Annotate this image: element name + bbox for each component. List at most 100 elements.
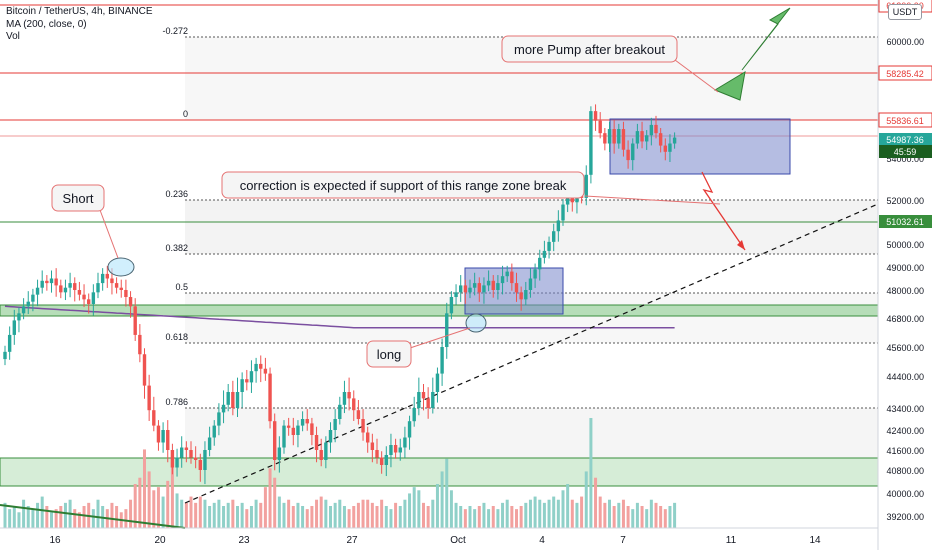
candle-body (482, 285, 486, 293)
volume-bar (389, 509, 393, 528)
candle-body (170, 450, 175, 468)
volume-bar (580, 496, 584, 528)
candle-body (598, 120, 602, 134)
volume-bar (143, 449, 146, 528)
volume-bar (612, 506, 616, 528)
volume-bar (570, 499, 574, 528)
candle-body (161, 430, 165, 443)
short-annotation-box (51, 184, 105, 212)
candle-body (35, 287, 40, 295)
price-tag (878, 112, 932, 128)
volume-bar (468, 506, 472, 528)
volume-bar (31, 509, 35, 528)
candle-body (245, 379, 249, 383)
volume-bar (617, 502, 621, 528)
volume-bar (263, 487, 267, 528)
candle-body (175, 457, 179, 468)
volume-bar (226, 502, 230, 528)
candle-body (510, 271, 514, 284)
volume-bar (510, 506, 514, 528)
candle-body (100, 273, 105, 284)
candle-body (412, 408, 416, 422)
candle-body (217, 412, 221, 426)
candle-body (21, 306, 26, 314)
volume-bar (156, 487, 160, 528)
volume-bar (519, 506, 523, 528)
ma-indicator-label[interactable]: MA (200, close, 0) (6, 19, 87, 30)
candle-body (114, 283, 119, 288)
candle-body (166, 430, 170, 450)
fib-level-label: 0.382 (165, 243, 188, 253)
volume-bar (384, 506, 388, 528)
candle-body (273, 421, 277, 460)
volume-bar (240, 502, 244, 528)
volume-bar (445, 458, 449, 528)
volume-bar (454, 502, 458, 528)
pump-callout-pointer (674, 59, 719, 93)
candle-body (68, 283, 72, 288)
price-tick-label: 45600.00 (886, 343, 924, 353)
candle-body (421, 392, 426, 399)
candle-body (556, 220, 561, 232)
volume-bar (63, 502, 67, 528)
long-annotation: long (377, 347, 402, 362)
candle-body (156, 425, 161, 443)
volume-bar (524, 502, 528, 528)
time-tick-label: 11 (726, 535, 737, 546)
price-tick-label: 48000.00 (886, 286, 924, 296)
fib-level-label: 0.236 (165, 189, 188, 199)
price-tag-label: 54987.36 (886, 135, 924, 145)
time-tick-label: 14 (809, 535, 821, 546)
volume-bar (282, 502, 286, 528)
pump-annotation-box (501, 35, 678, 63)
volume-bar (12, 506, 16, 528)
time-tick-label: 16 (49, 535, 61, 546)
volume-indicator-label[interactable]: Vol (6, 31, 20, 42)
symbol-title[interactable]: Bitcoin / TetherUS, 4h, BINANCE (6, 6, 153, 17)
candle-body (361, 419, 365, 433)
volume-bar (245, 509, 249, 528)
candle-body (96, 283, 100, 293)
price-tick-label: 43400.00 (886, 404, 924, 414)
price-tick-label: 52000.00 (886, 196, 924, 206)
candle-body (296, 425, 300, 435)
volume-bar (175, 493, 179, 528)
candle-body (631, 143, 635, 161)
candle-body (133, 306, 137, 335)
volume-bar (40, 496, 44, 528)
candle-body (105, 273, 109, 279)
volume-bar (361, 499, 365, 528)
candle-body (463, 285, 468, 293)
volume-bar (566, 484, 570, 528)
candle-body (110, 278, 114, 284)
candle-body (12, 320, 16, 335)
price-tick-label: 46800.00 (886, 314, 924, 324)
correction-arrowhead (737, 240, 745, 250)
candle-body (593, 111, 598, 121)
currency-badge[interactable]: USDT (888, 4, 922, 20)
candle-body (379, 457, 384, 465)
volume-bar (315, 499, 319, 528)
volume-bar (82, 506, 86, 528)
candle-body (645, 135, 649, 142)
volume-bar (645, 509, 649, 528)
candle-body (547, 241, 551, 251)
pump-annotation: more Pump after breakout (514, 42, 665, 57)
candle-body (300, 419, 305, 426)
volume-bar (659, 506, 663, 528)
volume-bar (110, 502, 114, 528)
volume-bar (96, 499, 100, 528)
volume-bar (22, 499, 26, 528)
volume-bar (626, 506, 630, 528)
correction-callout-pointer (584, 195, 721, 205)
candle-body (305, 419, 309, 424)
volume-bar (598, 496, 602, 528)
volume-bar (663, 509, 667, 528)
candle-body (333, 419, 337, 430)
volume-bar (496, 509, 500, 528)
volume-bar (561, 490, 565, 528)
candle-body (124, 290, 128, 297)
price-tag (879, 133, 932, 146)
candle-body (398, 447, 402, 453)
